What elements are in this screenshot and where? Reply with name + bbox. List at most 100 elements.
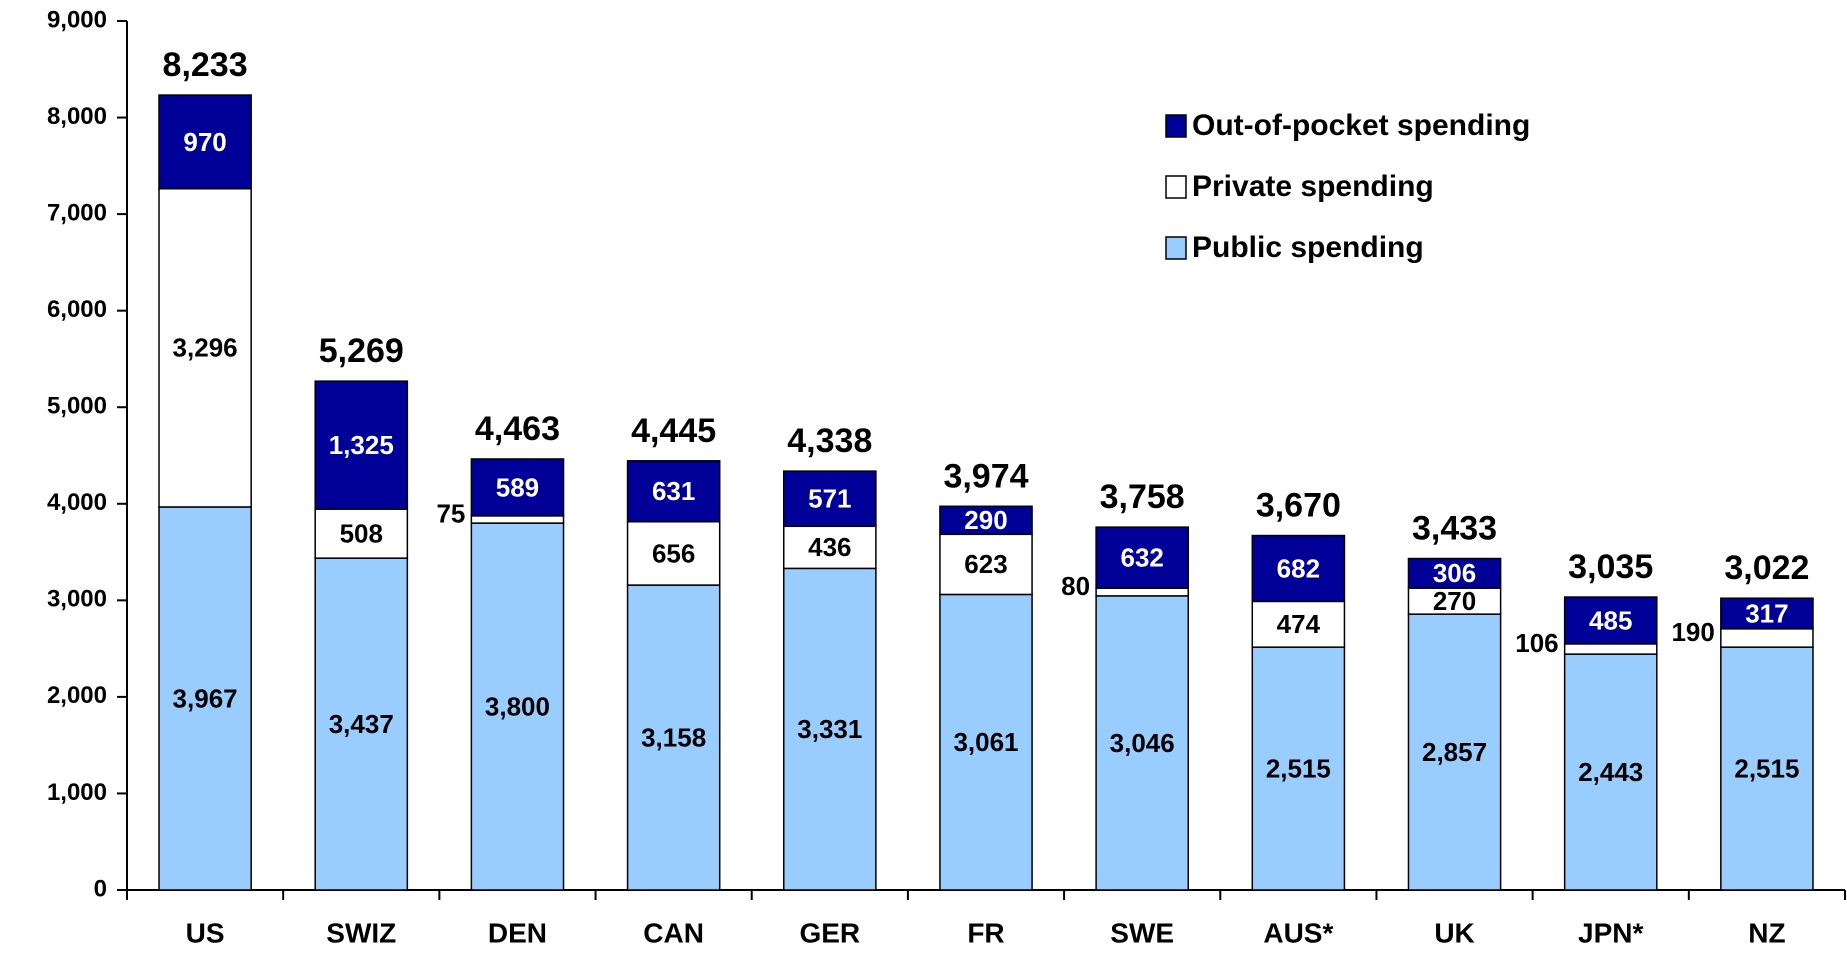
total-label: 3,670: [1256, 487, 1341, 525]
bar-segment: [939, 593, 1033, 891]
x-tick-label: JPN*: [1578, 917, 1643, 948]
bar-segment: [1407, 557, 1502, 589]
y-tick-label: 3,000: [47, 586, 107, 613]
value-label: 632: [1120, 543, 1163, 573]
y-tick-label: 2,000: [47, 682, 107, 709]
bar-segment: [470, 515, 565, 524]
x-tick-label: DEN: [488, 917, 547, 948]
legend-swatch: [1165, 236, 1187, 260]
x-tick-label: FR: [967, 917, 1004, 948]
y-tick-label: 8,000: [47, 103, 107, 130]
value-label: 3,331: [797, 714, 862, 744]
bar-segment: [1095, 587, 1190, 597]
y-tick-label: 5,000: [47, 393, 107, 420]
value-label: 2,857: [1422, 737, 1487, 767]
y-tick-label: 6,000: [47, 296, 107, 323]
legend-label: Private spending: [1192, 170, 1434, 203]
bar-segment: [782, 525, 877, 570]
y-tick-label: 4,000: [47, 489, 107, 516]
value-label: 3,800: [485, 691, 550, 721]
total-label: 4,445: [631, 412, 716, 450]
value-label: 508: [340, 518, 383, 548]
bar-segment: [1720, 628, 1814, 648]
y-tick-label: 7,000: [47, 199, 107, 226]
bar-segment: [626, 460, 721, 523]
bar-segment: [1095, 595, 1190, 891]
total-label: 4,463: [475, 410, 560, 448]
value-label: 436: [808, 532, 851, 562]
value-label: 3,437: [329, 709, 394, 739]
x-tick-label: NZ: [1748, 917, 1785, 948]
bar-segment: [939, 533, 1033, 596]
value-label: 3,158: [641, 722, 706, 752]
bar-segment: [626, 520, 721, 586]
total-label: 3,022: [1724, 549, 1809, 587]
value-label: 589: [496, 472, 539, 502]
y-tick-label: 0: [94, 875, 107, 902]
bar-segment: [782, 567, 877, 891]
value-label: 75: [436, 498, 465, 528]
value-label: 571: [808, 484, 851, 514]
x-tick-label: SWE: [1110, 917, 1174, 948]
bar-segment: [1563, 653, 1658, 891]
value-label: 3,061: [953, 727, 1018, 757]
bar-segment: [158, 187, 252, 508]
value-label: 656: [652, 538, 695, 568]
value-label: 190: [1671, 617, 1714, 647]
bar-segment: [1407, 587, 1502, 615]
value-label: 485: [1589, 605, 1632, 635]
y-tick-label: 1,000: [47, 779, 107, 806]
bar-segment: [314, 557, 409, 891]
bar-segment: [470, 458, 565, 517]
total-label: 5,269: [319, 332, 404, 370]
value-label: 2,515: [1266, 753, 1331, 783]
value-label: 2,443: [1578, 757, 1643, 787]
total-label: 8,233: [163, 46, 248, 84]
x-tick-label: SWIZ: [326, 917, 396, 948]
value-label: 317: [1745, 598, 1788, 628]
x-tick-label: AUS*: [1263, 917, 1333, 948]
bar-segment: [1095, 526, 1190, 589]
legend-swatch: [1165, 114, 1187, 138]
total-label: 3,974: [943, 457, 1028, 495]
bar-segment: [470, 522, 565, 891]
bar-segment: [158, 506, 252, 891]
value-label: 3,046: [1110, 728, 1175, 758]
value-label: 682: [1277, 553, 1320, 583]
legend-label: Out-of-pocket spending: [1192, 109, 1530, 142]
bar-segment: [782, 470, 877, 528]
value-label: 306: [1433, 558, 1476, 588]
value-label: 970: [183, 127, 226, 157]
value-label: 623: [964, 549, 1007, 579]
value-label: 106: [1515, 628, 1558, 658]
total-label: 3,035: [1568, 548, 1653, 586]
bar-segment: [1251, 534, 1346, 603]
total-label: 3,433: [1412, 510, 1497, 548]
value-label: 474: [1277, 609, 1321, 639]
value-label: 3,296: [173, 333, 238, 363]
total-label: 4,338: [787, 422, 872, 460]
value-label: 631: [652, 476, 695, 506]
x-tick-label: US: [186, 917, 225, 948]
value-label: 270: [1433, 586, 1476, 616]
x-tick-label: CAN: [643, 917, 704, 948]
legend-label: Public spending: [1192, 231, 1424, 264]
legend-swatch: [1165, 175, 1187, 199]
bar-segment: [939, 505, 1033, 536]
bar-segment: [626, 584, 721, 891]
bar-segment: [1251, 646, 1346, 891]
x-tick-label: UK: [1434, 917, 1474, 948]
bar-segment: [1720, 646, 1814, 891]
total-label: 3,758: [1100, 478, 1185, 516]
x-tick-label: GER: [799, 917, 860, 948]
bar-segment: [1563, 596, 1658, 645]
bar-segment: [314, 380, 409, 510]
bar-segment: [1563, 643, 1658, 655]
value-label: 290: [964, 505, 1007, 535]
value-label: 2,515: [1734, 753, 1799, 783]
y-tick-label: 9,000: [47, 6, 107, 33]
value-label: 1,325: [329, 430, 394, 460]
value-label: 3,967: [173, 683, 238, 713]
value-label: 80: [1061, 571, 1090, 601]
